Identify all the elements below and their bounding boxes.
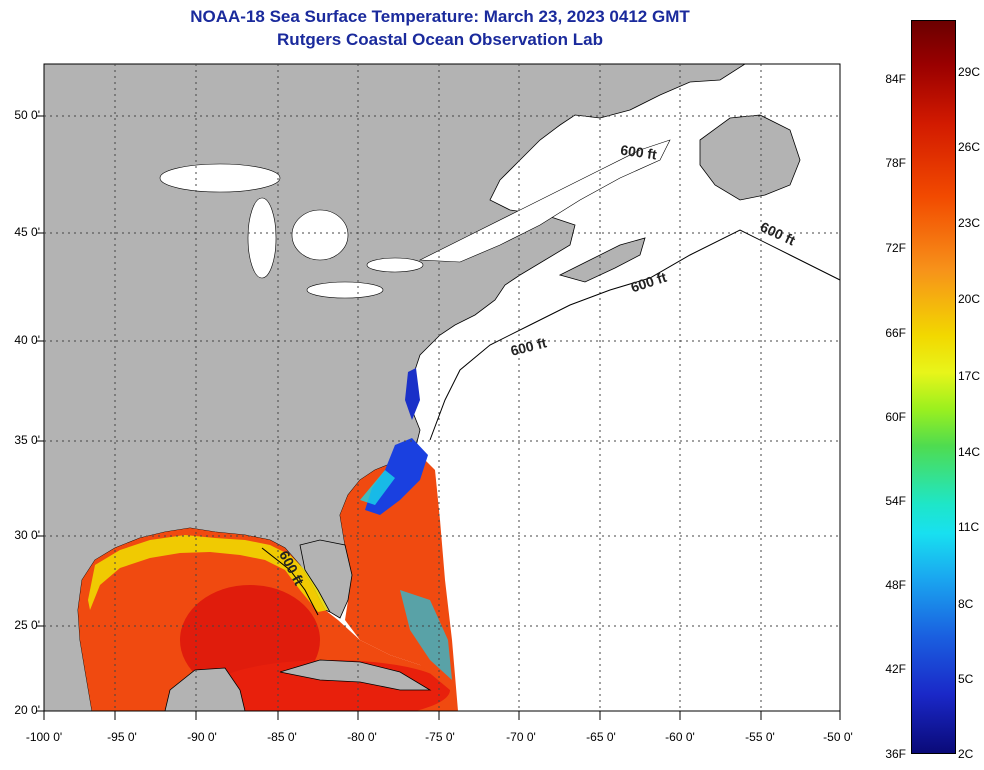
map-frame	[43, 63, 841, 712]
lon-label-80: -80 0'	[347, 730, 377, 744]
lon-label-55: -55 0'	[745, 730, 775, 744]
land-newfoundland	[699, 114, 801, 201]
colorbar-f-60: 60F	[885, 410, 906, 424]
lon-label-100: -100 0'	[25, 730, 63, 744]
colorbar-f-48: 48F	[885, 578, 906, 592]
st-lawrence-river	[418, 139, 671, 263]
lon-label-50: -50 0'	[823, 730, 853, 744]
colorbar-c-11: 11C	[958, 520, 980, 534]
lat-label-20: 20 0'	[14, 703, 40, 717]
lat-label-30: 30 0'	[14, 528, 40, 542]
colorbar-f-36: 36F	[885, 747, 906, 761]
lake-michigan	[247, 197, 277, 279]
temperature-colorbar	[911, 20, 956, 754]
lake-erie	[306, 281, 384, 299]
lat-label-40: 40 0'	[14, 333, 40, 347]
colorbar-c-20: 20C	[958, 292, 981, 306]
lon-label-75: -75 0'	[425, 730, 455, 744]
colorbar-c-8: 8C	[958, 597, 974, 611]
colorbar-c-29: 29C	[958, 65, 981, 79]
lon-label-90: -90 0'	[187, 730, 217, 744]
sst-cyan-band	[360, 470, 395, 505]
colorbar-c-14: 14C	[958, 445, 981, 459]
colorbar-c-17: 17C	[958, 369, 981, 383]
land-nova-scotia	[558, 237, 646, 283]
lon-label-70: -70 0'	[506, 730, 536, 744]
land-florida	[299, 539, 353, 619]
colorbar-f-78: 78F	[885, 156, 906, 170]
colorbar-f-54: 54F	[885, 494, 906, 508]
lake-huron	[291, 209, 349, 261]
land-yucatan	[164, 667, 246, 711]
sst-bahamas-cool	[400, 590, 452, 680]
land-cuba	[279, 659, 432, 691]
sst-gulf-coastal-yellow	[88, 535, 328, 612]
lat-label-50: 50 0'	[14, 108, 40, 122]
contour-label-1: 600 ft	[619, 142, 658, 163]
axis-ticks	[36, 115, 841, 720]
colorbar-f-66: 66F	[885, 326, 906, 340]
map-title: NOAA-18 Sea Surface Temperature: March 2…	[190, 7, 690, 26]
lake-superior	[159, 163, 281, 193]
colorbar-c-2: 2C	[958, 747, 974, 761]
colorbar-c-5: 5C	[958, 672, 974, 686]
lat-label-45: 45 0'	[14, 225, 40, 239]
map-subtitle: Rutgers Coastal Ocean Observation Lab	[277, 30, 603, 49]
colorbar-f-84: 84F	[885, 72, 906, 86]
colorbar-f-72: 72F	[885, 241, 906, 255]
lon-label-60: -60 0'	[665, 730, 695, 744]
graticule	[44, 64, 840, 711]
lon-label-65: -65 0'	[586, 730, 616, 744]
colorbar-c-26: 26C	[958, 140, 981, 154]
lake-ontario	[366, 257, 424, 273]
lon-label-85: -85 0'	[267, 730, 297, 744]
colorbar-c-23: 23C	[958, 216, 981, 230]
lon-label-95: -95 0'	[107, 730, 137, 744]
colorbar-f-42: 42F	[885, 662, 906, 676]
contour-600ft-line	[261, 229, 841, 616]
sst-chesapeake-cold	[405, 368, 420, 420]
lat-label-35: 35 0'	[14, 433, 40, 447]
lat-label-25: 25 0'	[14, 618, 40, 632]
